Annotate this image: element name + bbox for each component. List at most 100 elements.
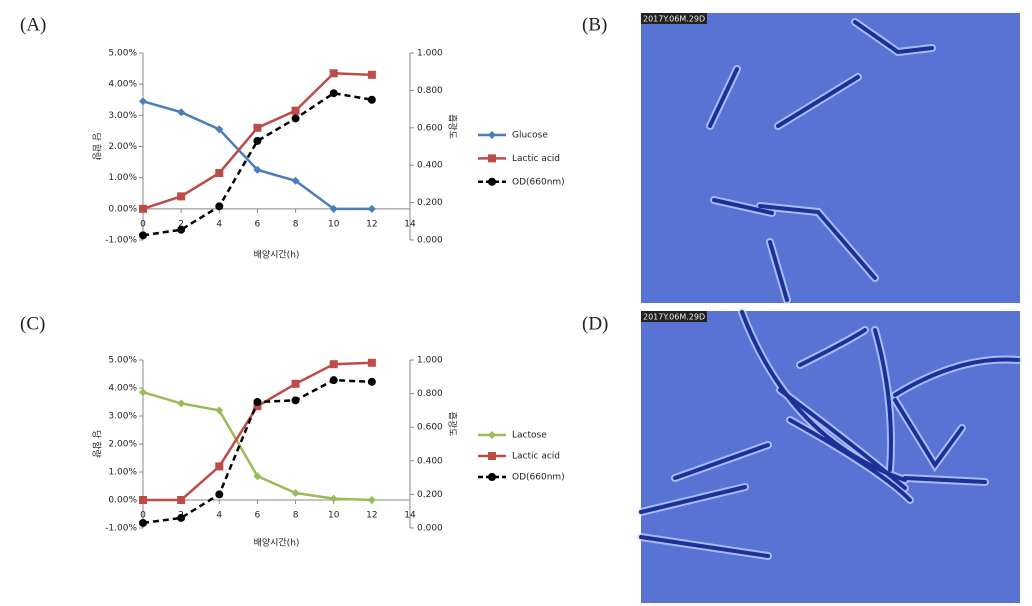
marker bbox=[291, 379, 300, 388]
marker bbox=[215, 490, 224, 499]
marker bbox=[367, 70, 376, 79]
marker bbox=[329, 494, 338, 503]
y2-axis-label: 흡광도 bbox=[447, 114, 459, 139]
y2-tick-label: 1.000 bbox=[417, 356, 443, 366]
legend-label: Lactic acid bbox=[512, 154, 560, 164]
marker bbox=[291, 396, 300, 405]
marker bbox=[177, 496, 186, 504]
x-tick-label: 2 bbox=[178, 219, 184, 229]
marker bbox=[139, 97, 147, 106]
marker bbox=[488, 473, 496, 481]
timestamp: 2017Y.06M.29D bbox=[643, 15, 705, 24]
panel-label: (B) bbox=[582, 14, 607, 35]
x-tick-label: 12 bbox=[366, 219, 377, 229]
marker bbox=[253, 402, 262, 411]
marker bbox=[488, 154, 496, 163]
marker bbox=[291, 106, 300, 115]
y2-tick-label: 0.200 bbox=[417, 198, 443, 208]
y-tick-label: 5.00% bbox=[108, 356, 137, 366]
x-tick-label: 4 bbox=[216, 511, 222, 521]
marker bbox=[139, 204, 147, 213]
marker bbox=[329, 89, 338, 98]
x-tick-label: 4 bbox=[216, 219, 222, 229]
x-tick-label: 8 bbox=[293, 511, 299, 521]
marker bbox=[488, 177, 496, 186]
y2-axis-label: 흡광도 bbox=[447, 412, 459, 437]
y-tick-label: 2.00% bbox=[108, 440, 137, 450]
legend-label: OD(660nm) bbox=[512, 473, 565, 483]
y-tick-label: 0.00% bbox=[108, 496, 137, 506]
marker bbox=[488, 131, 496, 139]
y-tick-label: 0.00% bbox=[108, 204, 137, 214]
marker bbox=[488, 452, 496, 460]
y-tick-label: 1.00% bbox=[108, 468, 137, 478]
marker bbox=[367, 377, 376, 386]
legend-label: Lactic acid bbox=[512, 452, 560, 462]
marker bbox=[329, 360, 338, 369]
y-tick-label: 5.00% bbox=[108, 49, 137, 59]
y2-tick-label: 1.000 bbox=[417, 49, 443, 59]
marker bbox=[177, 108, 186, 117]
panel-label: (A) bbox=[20, 14, 46, 35]
y-tick-label: 3.00% bbox=[108, 111, 137, 121]
legend-label: Lactose bbox=[512, 431, 547, 441]
legend-label: Glucose bbox=[512, 131, 548, 141]
x-tick-label: 6 bbox=[255, 511, 261, 521]
marker bbox=[215, 406, 224, 415]
x-tick-label: 8 bbox=[293, 219, 299, 229]
marker bbox=[253, 165, 262, 174]
marker bbox=[177, 192, 186, 201]
marker bbox=[177, 225, 186, 234]
marker bbox=[253, 472, 262, 481]
y-tick-label: -1.00% bbox=[105, 236, 137, 246]
marker bbox=[215, 202, 224, 211]
marker bbox=[329, 69, 338, 78]
marker bbox=[139, 388, 147, 397]
marker bbox=[367, 95, 376, 104]
marker bbox=[177, 513, 186, 522]
marker bbox=[291, 176, 300, 185]
x-tick-label: 6 bbox=[255, 219, 261, 229]
x-axis-label: 배양시간(h) bbox=[254, 250, 300, 261]
y2-tick-label: 0.600 bbox=[417, 423, 443, 433]
y2-tick-label: 0.000 bbox=[417, 524, 443, 534]
micrograph: 2017Y.06M.29D bbox=[637, 308, 1022, 603]
marker bbox=[139, 231, 147, 240]
y-tick-label: 4.00% bbox=[108, 80, 137, 90]
marker bbox=[177, 399, 186, 408]
marker bbox=[367, 358, 376, 367]
marker bbox=[367, 496, 376, 504]
y-axis-label: 당 함량 bbox=[91, 133, 103, 161]
timestamp: 2017Y.06M.29D bbox=[643, 313, 705, 322]
marker bbox=[253, 398, 262, 406]
panel-label: (C) bbox=[20, 313, 45, 334]
y2-tick-label: 0.400 bbox=[417, 456, 443, 466]
x-tick-label: 10 bbox=[328, 219, 340, 229]
legend-item: Lactose bbox=[478, 431, 547, 441]
marker bbox=[139, 496, 147, 504]
y-tick-label: -1.00% bbox=[105, 524, 137, 534]
y-axis-label: 당 함량 bbox=[91, 430, 103, 458]
marker bbox=[215, 462, 224, 471]
y-tick-label: 4.00% bbox=[108, 384, 137, 394]
marker bbox=[215, 125, 224, 134]
legend-label: OD(660nm) bbox=[512, 177, 565, 187]
panel-label: (D) bbox=[582, 313, 608, 334]
marker bbox=[253, 136, 262, 145]
y2-tick-label: 0.800 bbox=[417, 86, 443, 96]
y2-tick-label: 0.600 bbox=[417, 123, 443, 133]
marker bbox=[215, 168, 224, 177]
marker bbox=[329, 376, 338, 385]
x-tick-label: 14 bbox=[404, 219, 416, 229]
y2-tick-label: 0.800 bbox=[417, 389, 443, 399]
marker bbox=[367, 204, 376, 213]
marker bbox=[291, 489, 300, 497]
marker bbox=[139, 518, 147, 527]
x-tick-label: 14 bbox=[404, 511, 416, 521]
marker bbox=[329, 204, 338, 213]
legend-item: OD(660nm) bbox=[478, 473, 565, 483]
marker bbox=[291, 114, 300, 123]
y-tick-label: 2.00% bbox=[108, 142, 137, 152]
x-tick-label: 0 bbox=[140, 511, 146, 521]
